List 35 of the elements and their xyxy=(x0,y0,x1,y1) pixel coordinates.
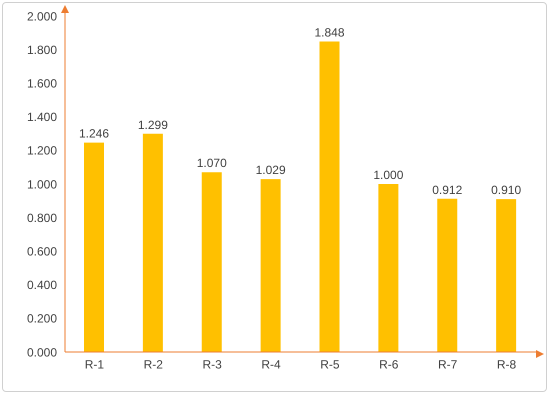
bar xyxy=(84,142,104,352)
y-tick-label: 0.600 xyxy=(26,244,58,258)
y-tick-label: 0.800 xyxy=(26,210,58,225)
y-tick-label: 0.000 xyxy=(26,345,58,360)
x-tick-label: R-1 xyxy=(84,358,104,372)
y-tick-label: 1.600 xyxy=(26,76,58,90)
data-label: 0.912 xyxy=(432,182,463,197)
x-tick-label: R-8 xyxy=(496,358,517,372)
bar xyxy=(142,134,163,352)
x-tick-label: R-3 xyxy=(202,358,222,372)
data-label: 1.246 xyxy=(78,126,110,141)
bar xyxy=(496,199,516,352)
y-tick-label: 1.000 xyxy=(26,177,58,192)
bar xyxy=(437,198,458,352)
bar xyxy=(320,42,340,352)
data-label: 1.029 xyxy=(256,163,286,178)
y-tick-label: 2.000 xyxy=(26,9,58,24)
y-tick-label: 1.400 xyxy=(26,110,58,124)
x-tick-label: R-6 xyxy=(379,358,399,372)
y-tick-label: 1.800 xyxy=(26,42,58,57)
x-tick-label: R-4 xyxy=(261,358,282,372)
y-tick-label: 0.200 xyxy=(26,312,58,326)
data-label: 1.070 xyxy=(196,156,228,170)
bar xyxy=(378,184,398,352)
x-tick-label: R-7 xyxy=(438,358,458,372)
bar xyxy=(260,179,281,352)
y-tick-label: 1.200 xyxy=(26,144,58,158)
x-tick-label: R-5 xyxy=(320,358,340,372)
x-tick-label: R-2 xyxy=(144,358,164,372)
bar xyxy=(202,172,222,352)
data-label: 0.910 xyxy=(491,183,522,198)
y-tick-label: 0.400 xyxy=(26,278,58,292)
data-label: 1.848 xyxy=(314,26,345,40)
data-label: 1.299 xyxy=(138,118,168,132)
data-label: 1.000 xyxy=(373,168,404,182)
